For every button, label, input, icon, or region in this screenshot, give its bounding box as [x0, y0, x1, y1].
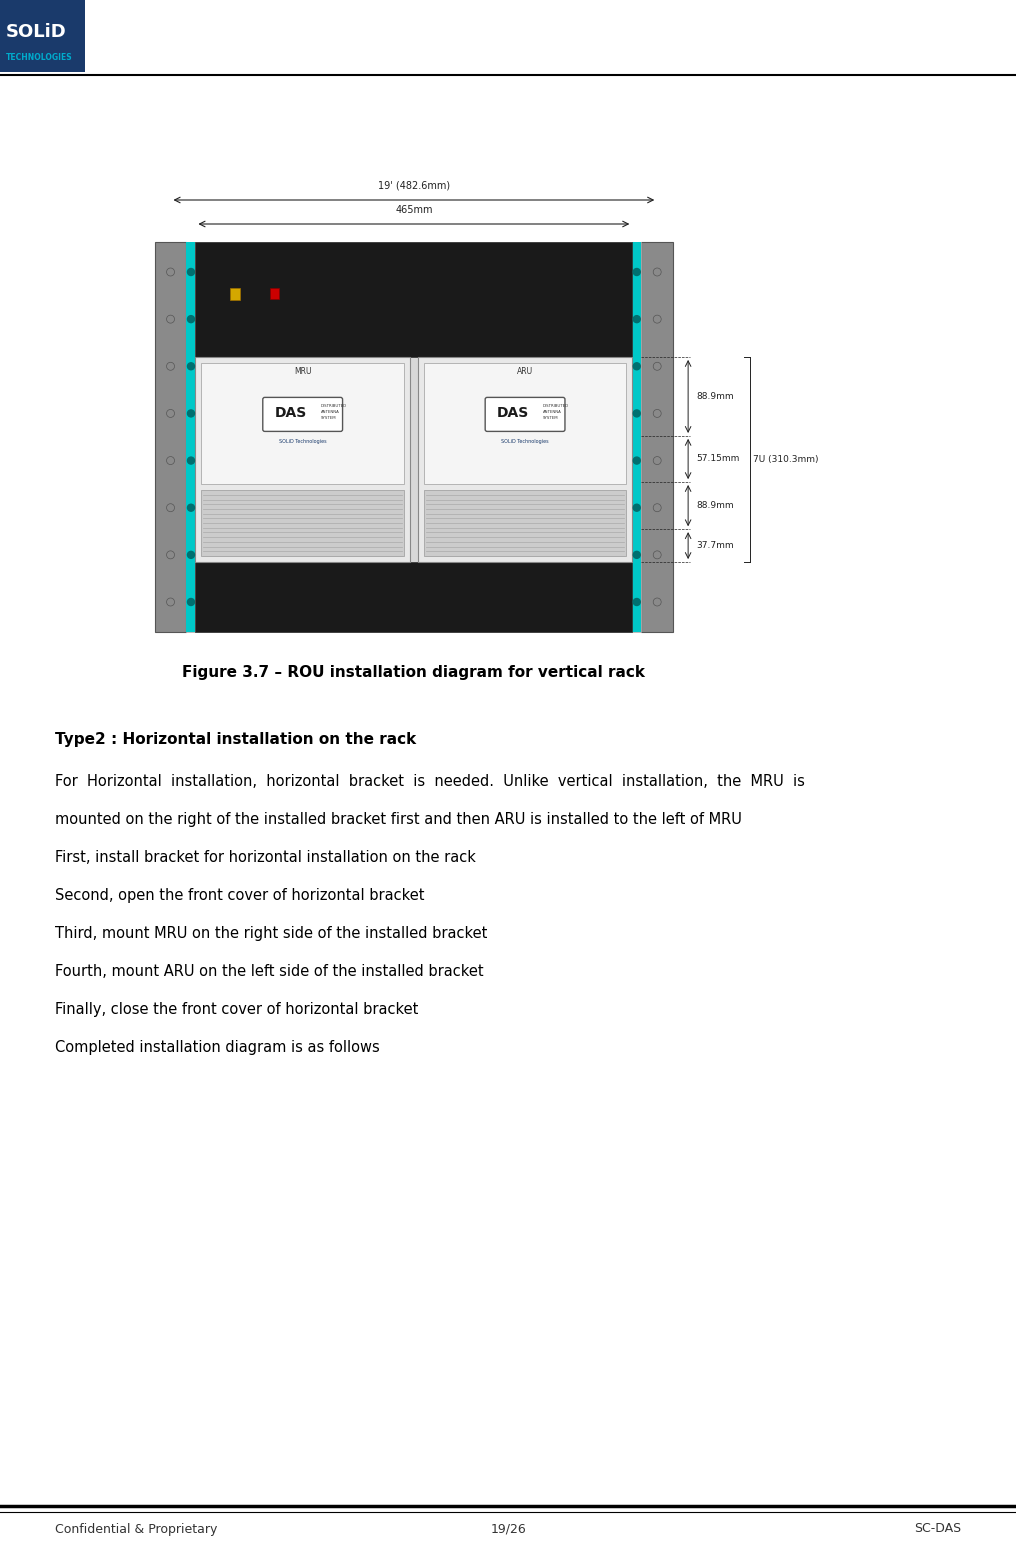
Text: 37.7mm: 37.7mm: [696, 540, 734, 550]
Circle shape: [633, 316, 640, 323]
Circle shape: [187, 409, 195, 417]
Text: DISTRIBUTED: DISTRIBUTED: [543, 405, 570, 408]
Text: TECHNOLOGIES: TECHNOLOGIES: [6, 53, 72, 62]
Text: SOLiD: SOLiD: [6, 23, 66, 41]
Bar: [424, 490, 627, 556]
Circle shape: [187, 458, 195, 464]
Text: Confidential & Proprietary: Confidential & Proprietary: [55, 1523, 217, 1535]
Text: Finally, close the front cover of horizontal bracket: Finally, close the front cover of horizo…: [55, 1001, 418, 1017]
Text: Figure 3.7 – ROU installation diagram for vertical rack: Figure 3.7 – ROU installation diagram fo…: [182, 664, 645, 679]
Bar: [641, 242, 674, 633]
Text: Third, mount MRU on the right side of the installed bracket: Third, mount MRU on the right side of th…: [55, 926, 487, 940]
Text: ARU: ARU: [517, 367, 533, 376]
Bar: [418, 358, 632, 562]
Text: 57.15mm: 57.15mm: [696, 455, 740, 464]
Bar: [0, 0, 85, 72]
Text: First, install bracket for horizontal installation on the rack: First, install bracket for horizontal in…: [55, 850, 476, 865]
Circle shape: [187, 269, 195, 275]
Text: DAS: DAS: [497, 406, 529, 420]
Bar: [424, 362, 627, 484]
Text: For  Horizontal  installation,  horizontal  bracket  is  needed.  Unlike  vertic: For Horizontal installation, horizontal …: [55, 775, 805, 789]
FancyBboxPatch shape: [263, 397, 342, 431]
Bar: [230, 287, 240, 300]
Circle shape: [187, 551, 195, 558]
Circle shape: [633, 505, 640, 511]
Text: ANTENNA: ANTENNA: [321, 411, 339, 414]
Bar: [632, 242, 641, 633]
Text: Second, open the front cover of horizontal bracket: Second, open the front cover of horizont…: [55, 889, 424, 903]
Bar: [196, 242, 632, 358]
Bar: [202, 362, 404, 484]
Bar: [196, 562, 632, 633]
Text: 88.9mm: 88.9mm: [696, 392, 734, 401]
Circle shape: [633, 551, 640, 558]
Text: MRU: MRU: [293, 367, 312, 376]
Text: SYSTEM: SYSTEM: [543, 417, 558, 420]
Circle shape: [187, 505, 195, 511]
Text: DISTRIBUTED: DISTRIBUTED: [321, 405, 346, 408]
Text: SOLiD Technologies: SOLiD Technologies: [279, 439, 326, 444]
FancyBboxPatch shape: [485, 397, 565, 431]
Text: 7U (310.3mm): 7U (310.3mm): [753, 455, 818, 464]
Text: SYSTEM: SYSTEM: [321, 417, 336, 420]
Text: 19/26: 19/26: [490, 1523, 526, 1535]
Bar: [186, 242, 641, 633]
Text: Completed installation diagram is as follows: Completed installation diagram is as fol…: [55, 1040, 380, 1054]
Text: SOLiD Technologies: SOLiD Technologies: [501, 439, 549, 444]
Bar: [196, 358, 410, 562]
Circle shape: [633, 269, 640, 275]
Circle shape: [187, 316, 195, 323]
Circle shape: [187, 598, 195, 606]
Text: Type2 : Horizontal installation on the rack: Type2 : Horizontal installation on the r…: [55, 733, 416, 747]
Text: 19' (482.6mm): 19' (482.6mm): [378, 180, 450, 191]
Bar: [186, 242, 196, 633]
Text: mounted on the right of the installed bracket first and then ARU is installed to: mounted on the right of the installed br…: [55, 812, 742, 826]
Circle shape: [633, 458, 640, 464]
Circle shape: [633, 409, 640, 417]
Bar: [270, 289, 279, 300]
Text: ANTENNA: ANTENNA: [543, 411, 561, 414]
Bar: [155, 242, 186, 633]
Bar: [202, 490, 404, 556]
Text: DAS: DAS: [274, 406, 307, 420]
Text: 88.9mm: 88.9mm: [696, 501, 734, 511]
Circle shape: [187, 362, 195, 370]
Text: 465mm: 465mm: [395, 205, 433, 216]
Circle shape: [633, 598, 640, 606]
Text: Fourth, mount ARU on the left side of the installed bracket: Fourth, mount ARU on the left side of th…: [55, 964, 483, 979]
Text: SC-DAS: SC-DAS: [914, 1523, 961, 1535]
Circle shape: [633, 362, 640, 370]
